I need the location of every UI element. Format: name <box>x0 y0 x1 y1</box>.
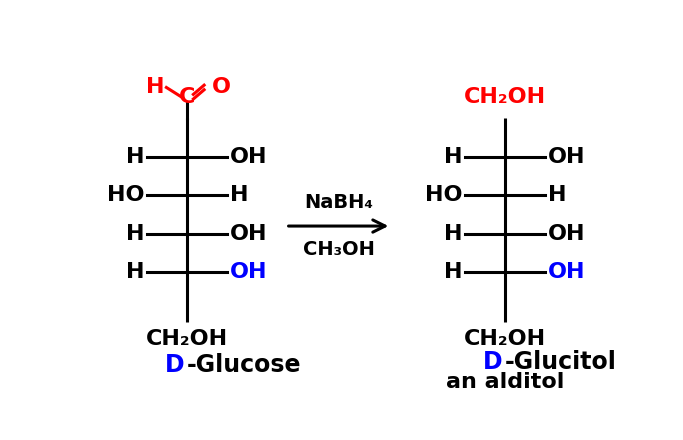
Text: C: C <box>179 87 195 106</box>
Text: H: H <box>145 77 164 97</box>
Text: H: H <box>126 262 145 282</box>
Text: OH: OH <box>229 147 267 167</box>
Text: NaBH₄: NaBH₄ <box>304 193 373 212</box>
Text: OH: OH <box>229 224 267 244</box>
Text: D: D <box>484 350 503 374</box>
Text: -Glucitol: -Glucitol <box>505 350 616 374</box>
Text: D: D <box>165 352 185 377</box>
Text: HO: HO <box>426 185 463 205</box>
Text: OH: OH <box>229 262 267 282</box>
Text: HO: HO <box>107 185 145 205</box>
Text: O: O <box>212 77 231 97</box>
Text: H: H <box>126 224 145 244</box>
Text: an alditol: an alditol <box>446 372 564 392</box>
Text: CH₃OH: CH₃OH <box>303 240 374 259</box>
Text: CH₂OH: CH₂OH <box>464 329 546 349</box>
Text: H: H <box>445 147 463 167</box>
Text: CH₂OH: CH₂OH <box>464 87 546 106</box>
Text: H: H <box>126 147 145 167</box>
Text: H: H <box>445 262 463 282</box>
Text: OH: OH <box>548 224 585 244</box>
Text: OH: OH <box>548 262 585 282</box>
Text: CH₂OH: CH₂OH <box>146 329 228 349</box>
Text: H: H <box>229 185 248 205</box>
Text: OH: OH <box>548 147 585 167</box>
Text: H: H <box>548 185 566 205</box>
Text: -Glucose: -Glucose <box>186 352 301 377</box>
Text: H: H <box>445 224 463 244</box>
